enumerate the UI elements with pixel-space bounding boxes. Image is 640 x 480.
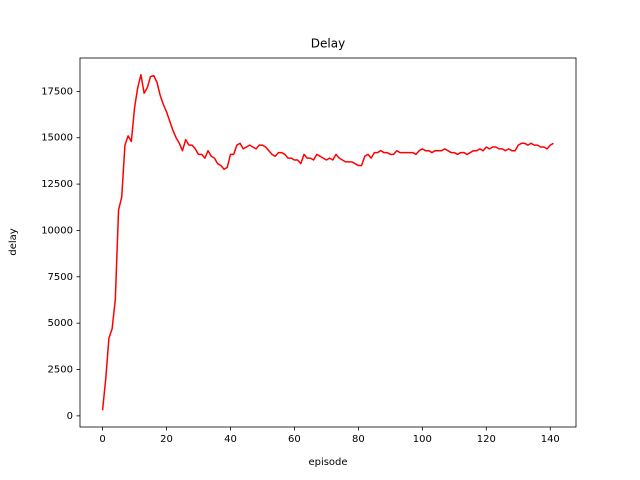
y-tick-label: 7500: [48, 272, 73, 283]
data-line: [101, 73, 554, 411]
x-tick-label: 100: [413, 434, 432, 445]
y-tick-label: 12500: [41, 179, 73, 190]
chart-title: Delay: [311, 37, 345, 51]
x-tick-label: 120: [477, 434, 496, 445]
x-tick-label: 60: [288, 434, 301, 445]
y-tick-label: 10000: [41, 225, 73, 236]
y-tick-label: 17500: [41, 86, 73, 97]
x-axis-label: episode: [308, 457, 347, 468]
x-tick-label: 140: [541, 434, 560, 445]
y-tick-label: 0: [67, 411, 73, 422]
x-tick-label: 0: [99, 434, 105, 445]
y-tick-label: 5000: [48, 318, 73, 329]
plot-frame: [79, 57, 577, 428]
y-axis-label: delay: [8, 228, 19, 255]
x-tick-label: 40: [224, 434, 237, 445]
y-tick-label: 15000: [41, 133, 73, 144]
x-tick-label: 20: [160, 434, 173, 445]
x-tick-label: 80: [352, 434, 365, 445]
y-tick-label: 2500: [48, 365, 73, 376]
